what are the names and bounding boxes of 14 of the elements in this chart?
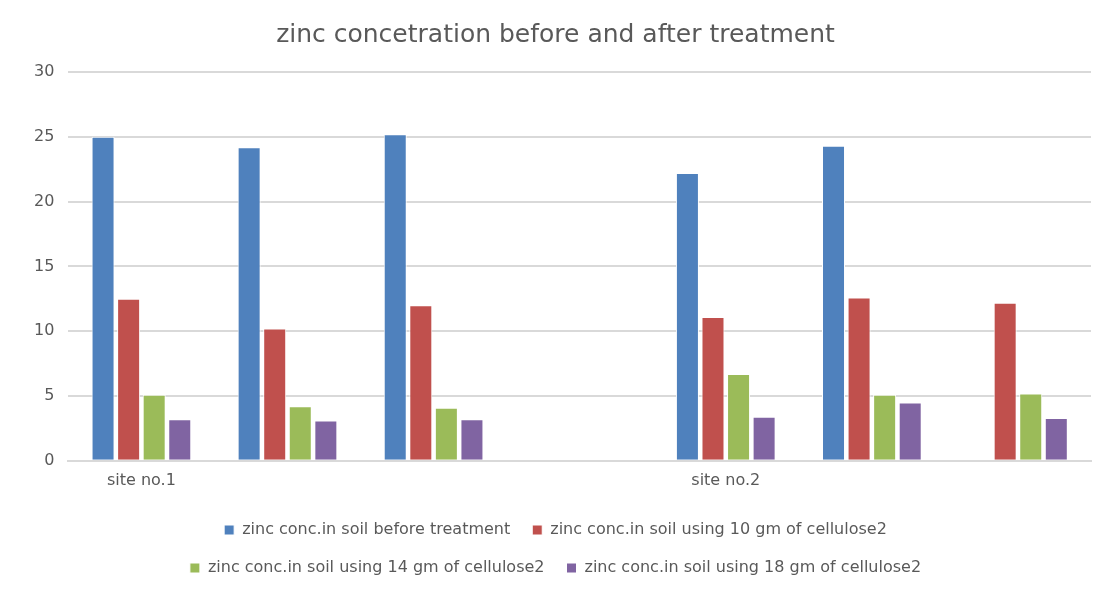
y-tick-label: 30	[34, 61, 55, 81]
x-tick-label: site no.2	[691, 469, 761, 489]
y-tick-label: 25	[34, 125, 55, 145]
y-tick-label: 5	[44, 385, 55, 405]
y-tick-label: 15	[34, 255, 55, 275]
x-tick-label: site no.1	[106, 469, 176, 489]
legend-label: zinc conc.in soil using 14 gm of cellulose2	[207, 557, 545, 577]
y-tick-label: 20	[34, 190, 55, 210]
chart-title: zinc concetration before and after treatment	[276, 18, 836, 48]
y-tick-label: 0	[44, 449, 55, 469]
y-tick-label: 10	[34, 320, 55, 340]
legend-label: zinc conc.in soil using 10 gm of cellulose2	[550, 519, 887, 539]
legend-label: zinc conc.in soil using 18 gm of cellulose2	[584, 557, 922, 577]
legend-label: zinc conc.in soil before treatment	[242, 519, 511, 539]
